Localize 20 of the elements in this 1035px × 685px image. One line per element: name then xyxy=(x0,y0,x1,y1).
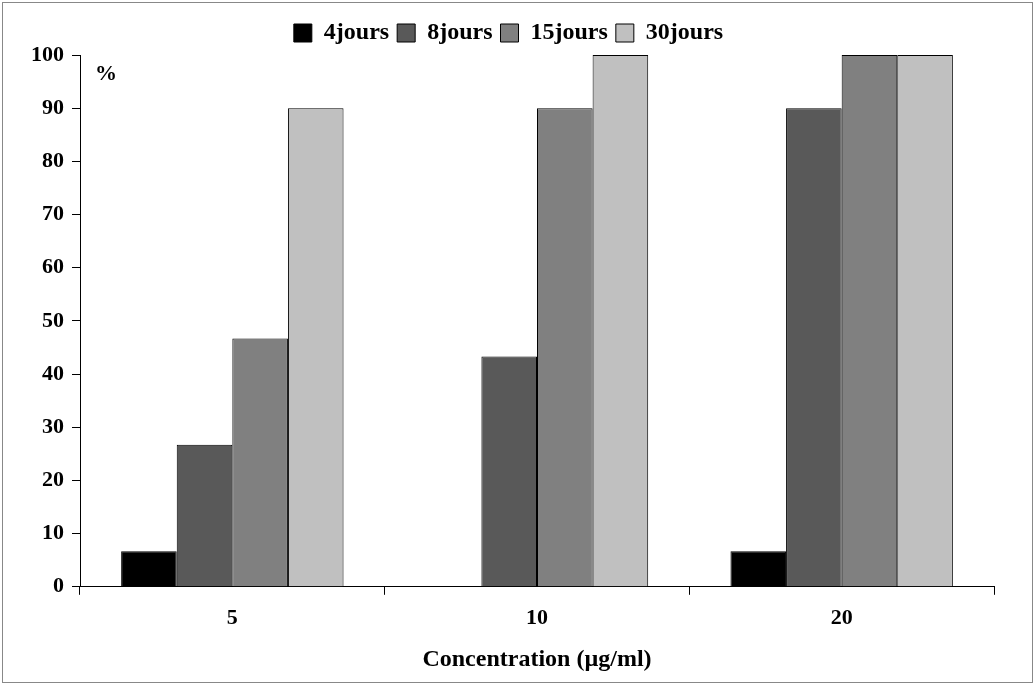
y-tick-label: 10 xyxy=(42,519,64,545)
y-tick-label: 40 xyxy=(42,359,64,385)
y-tick-label: 20 xyxy=(42,466,64,492)
x-tick-label: 5 xyxy=(226,603,238,629)
y-tick-label: 90 xyxy=(42,93,64,119)
y-tick-label: 60 xyxy=(42,253,64,279)
y-tick-label: 100 xyxy=(31,40,64,66)
legend-label: 8jours xyxy=(427,18,493,45)
x-tick-label: 20 xyxy=(830,603,853,629)
y-tick-label: 70 xyxy=(42,200,64,226)
y-tick-label: 50 xyxy=(42,306,64,332)
legend-label: 30jours xyxy=(645,18,724,45)
y-axis-title: % xyxy=(95,59,117,85)
legend-label: 15jours xyxy=(530,18,608,45)
y-tick-label: 0 xyxy=(53,572,64,598)
x-tick-label: 10 xyxy=(526,603,548,629)
x-axis-title: Concentration (µg/ml) xyxy=(422,644,652,671)
legend-label: 4jours xyxy=(323,18,390,45)
y-tick-label: 80 xyxy=(42,147,64,173)
y-tick-label: 30 xyxy=(42,412,64,438)
